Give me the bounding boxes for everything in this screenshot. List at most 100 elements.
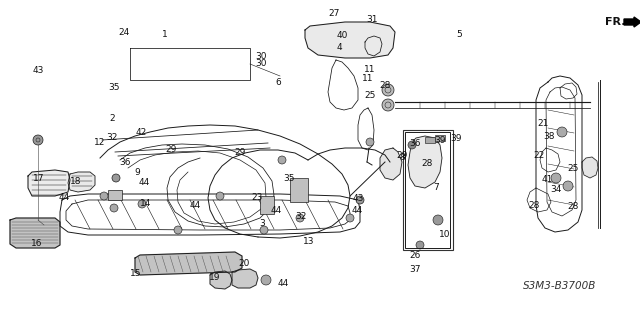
Text: 5: 5 bbox=[457, 30, 462, 39]
Text: 13: 13 bbox=[303, 237, 314, 246]
Text: 44: 44 bbox=[277, 279, 289, 288]
Text: 44: 44 bbox=[58, 193, 70, 202]
Circle shape bbox=[433, 215, 443, 225]
Text: 39: 39 bbox=[435, 136, 446, 145]
Bar bbox=[425, 137, 435, 143]
Text: 21: 21 bbox=[537, 119, 548, 128]
Polygon shape bbox=[210, 271, 232, 289]
Text: 36: 36 bbox=[409, 139, 420, 148]
Text: S3M3-B3700B: S3M3-B3700B bbox=[524, 281, 596, 291]
Text: 44: 44 bbox=[138, 178, 150, 187]
Text: 7: 7 bbox=[434, 183, 439, 192]
Text: 8: 8 bbox=[399, 153, 404, 162]
Text: 29: 29 bbox=[166, 145, 177, 154]
Text: 41: 41 bbox=[541, 175, 553, 184]
Text: 10: 10 bbox=[439, 230, 451, 239]
Text: 30: 30 bbox=[255, 52, 267, 61]
Text: 25: 25 bbox=[567, 164, 579, 173]
Circle shape bbox=[416, 241, 424, 249]
Text: 1: 1 bbox=[163, 30, 168, 39]
Text: 35: 35 bbox=[284, 174, 295, 183]
Text: 29: 29 bbox=[396, 151, 408, 160]
Text: 40: 40 bbox=[337, 31, 348, 40]
Text: 25: 25 bbox=[364, 91, 376, 100]
Circle shape bbox=[216, 192, 224, 200]
Circle shape bbox=[551, 173, 561, 183]
Text: 42: 42 bbox=[135, 128, 147, 137]
Text: 23: 23 bbox=[252, 193, 263, 202]
Text: 44: 44 bbox=[189, 201, 201, 210]
Text: 6: 6 bbox=[276, 78, 281, 87]
Polygon shape bbox=[232, 269, 258, 288]
Circle shape bbox=[408, 141, 416, 149]
Text: 4: 4 bbox=[337, 43, 342, 52]
Circle shape bbox=[260, 226, 268, 234]
Text: 36: 36 bbox=[119, 158, 131, 167]
Text: 34: 34 bbox=[550, 185, 561, 194]
Polygon shape bbox=[68, 172, 95, 192]
Bar bbox=[108, 190, 122, 200]
Polygon shape bbox=[582, 157, 598, 178]
Text: 29: 29 bbox=[234, 148, 246, 157]
FancyArrow shape bbox=[624, 17, 640, 27]
Text: 14: 14 bbox=[140, 199, 152, 208]
Circle shape bbox=[557, 127, 567, 137]
Text: 43: 43 bbox=[353, 194, 364, 203]
Text: 17: 17 bbox=[33, 174, 44, 182]
Text: 44: 44 bbox=[351, 206, 363, 215]
Text: 30: 30 bbox=[255, 59, 267, 68]
Circle shape bbox=[100, 192, 108, 200]
Text: 22: 22 bbox=[533, 151, 545, 160]
Text: 32: 32 bbox=[295, 212, 307, 221]
Bar bbox=[290, 178, 308, 202]
Text: 9: 9 bbox=[135, 168, 140, 177]
Polygon shape bbox=[10, 218, 60, 248]
Circle shape bbox=[563, 181, 573, 191]
Text: 15: 15 bbox=[130, 269, 141, 278]
Text: 44: 44 bbox=[271, 206, 282, 215]
Bar bbox=[260, 196, 274, 214]
Text: 28: 28 bbox=[529, 201, 540, 210]
Text: 28: 28 bbox=[567, 202, 579, 211]
Text: 39: 39 bbox=[450, 134, 461, 143]
Polygon shape bbox=[380, 148, 402, 180]
Circle shape bbox=[296, 214, 304, 222]
Text: 27: 27 bbox=[328, 9, 340, 18]
Text: 37: 37 bbox=[409, 265, 420, 274]
Text: 38: 38 bbox=[543, 132, 555, 141]
Text: 28: 28 bbox=[380, 81, 391, 90]
Text: 26: 26 bbox=[409, 251, 420, 260]
Text: 43: 43 bbox=[33, 66, 44, 75]
Polygon shape bbox=[408, 136, 442, 188]
Circle shape bbox=[138, 200, 146, 208]
Text: 16: 16 bbox=[31, 239, 43, 248]
Polygon shape bbox=[28, 170, 70, 196]
Circle shape bbox=[33, 135, 43, 145]
Text: 31: 31 bbox=[367, 15, 378, 24]
Text: 19: 19 bbox=[209, 273, 220, 282]
Text: 20: 20 bbox=[239, 259, 250, 268]
Text: 12: 12 bbox=[93, 138, 105, 147]
Circle shape bbox=[112, 174, 120, 182]
Circle shape bbox=[261, 275, 271, 285]
Circle shape bbox=[366, 138, 374, 146]
Text: 11: 11 bbox=[364, 65, 376, 74]
Polygon shape bbox=[305, 22, 395, 58]
Bar bbox=[403, 130, 453, 250]
Bar bbox=[435, 135, 445, 141]
Circle shape bbox=[356, 196, 364, 204]
Circle shape bbox=[382, 84, 394, 96]
Text: 3: 3 bbox=[260, 219, 265, 228]
Text: FR.: FR. bbox=[605, 17, 625, 27]
Text: 35: 35 bbox=[108, 83, 120, 92]
Circle shape bbox=[110, 204, 118, 212]
Circle shape bbox=[346, 214, 354, 222]
Text: 18: 18 bbox=[70, 177, 81, 186]
Polygon shape bbox=[135, 252, 242, 275]
Circle shape bbox=[382, 99, 394, 111]
Bar bbox=[405, 132, 450, 248]
Circle shape bbox=[278, 156, 286, 164]
Text: 32: 32 bbox=[106, 133, 118, 142]
Text: 11: 11 bbox=[362, 74, 374, 83]
Circle shape bbox=[174, 226, 182, 234]
